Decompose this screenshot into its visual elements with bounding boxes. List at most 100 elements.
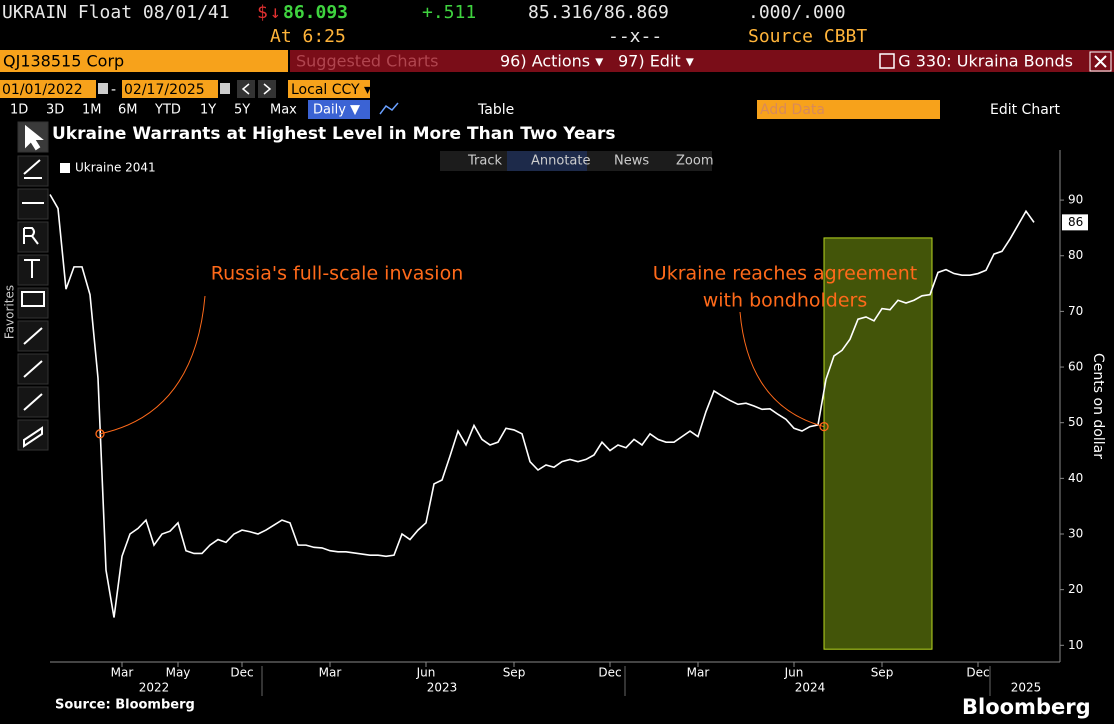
x-tick-label: Dec (230, 666, 253, 680)
last-value-label: 86 (1068, 215, 1083, 229)
annotation-point (95, 429, 105, 439)
tool-icon (23, 327, 43, 345)
tool-icon (23, 227, 39, 245)
chart-tool[interactable]: Zoom (676, 154, 713, 169)
start-date[interactable]: 01/01/2022 (2, 82, 83, 98)
tool-icon (23, 159, 42, 179)
y-tick-label: 70 (1068, 304, 1083, 318)
add-data[interactable]: Add Data (760, 102, 825, 118)
ticker[interactable]: QJ138515 Corp (3, 52, 124, 71)
tool-icon (24, 259, 40, 278)
arrows (241, 83, 272, 95)
period-button[interactable]: YTD (154, 103, 181, 118)
y-tick-label: 50 (1068, 415, 1083, 429)
function-name: G 330: Ukraina Bonds (898, 52, 1073, 71)
currency-box[interactable] (288, 80, 370, 98)
currency-select[interactable]: Local CCY ▾ (291, 82, 371, 98)
calendar-icon[interactable] (220, 83, 230, 94)
end-date-box[interactable] (122, 80, 218, 98)
security: UKRAIN Float 08/01/41 (2, 2, 230, 23)
close-button[interactable] (1089, 51, 1112, 72)
chart-tool[interactable]: News (614, 154, 649, 169)
annotation-connector (739, 311, 825, 428)
end-date[interactable]: 02/17/2025 (124, 82, 205, 98)
tool-icon (23, 360, 43, 378)
legend-swatch (60, 163, 70, 173)
x-tick-label: Mar (687, 666, 710, 680)
annotate-active (507, 151, 587, 171)
last-value-box (1062, 214, 1088, 231)
frequency-box[interactable] (308, 100, 370, 119)
period-button[interactable]: Max (270, 103, 297, 118)
annotation-text: Russia's full-scale invasion (211, 263, 463, 285)
time: At 6:25 (270, 26, 346, 47)
tool-icon (23, 426, 43, 448)
annotation-connector (99, 295, 206, 435)
next-button[interactable] (258, 80, 276, 98)
y-axis-label: Cents on dollar (1090, 353, 1106, 459)
x-tick-label: Jun (416, 666, 436, 680)
x-tick-label: May (166, 666, 191, 680)
annotation-text: with bondholders (703, 290, 868, 312)
frequency[interactable]: Daily ▼ (313, 103, 360, 118)
annotation-text: Ukraine reaches agreement (653, 263, 917, 285)
currency: $ (257, 2, 268, 23)
y-tick-label: 10 (1068, 638, 1083, 652)
period-button[interactable]: 3D (46, 103, 64, 118)
yield: .000/.000 (748, 2, 846, 23)
x-tick-label: Dec (966, 666, 989, 680)
calendar-icon[interactable] (98, 83, 108, 94)
x-tick-label: Dec (598, 666, 621, 680)
period-button[interactable]: 1D (10, 103, 28, 118)
ticker-box[interactable] (0, 50, 288, 72)
spread: --x-- (608, 26, 662, 47)
chart-tool[interactable]: Track (467, 154, 502, 169)
close-icon (1094, 55, 1107, 68)
year-label: 2024 (795, 681, 826, 695)
date-separator: - (111, 82, 116, 98)
period-button[interactable]: 1M (82, 103, 102, 118)
x-tick-label: Jun (784, 666, 804, 680)
table-button[interactable]: Table (477, 102, 514, 118)
y-tick-label: 80 (1068, 248, 1083, 262)
direction: ↓ (270, 2, 281, 23)
edit-menu[interactable]: 97) Edit ▾ (618, 52, 694, 71)
y-tick-label: 20 (1068, 582, 1083, 596)
prev-button[interactable] (237, 80, 255, 98)
period-button[interactable]: 6M (118, 103, 138, 118)
tool-icon (23, 393, 43, 411)
actions-menu[interactable]: 96) Actions ▾ (500, 52, 603, 71)
start-date-box[interactable] (0, 80, 96, 98)
chart-title: Ukraine Warrants at Highest Level in Mor… (52, 124, 615, 144)
edit-chart[interactable]: Edit Chart (990, 102, 1061, 118)
series-line (49, 194, 1035, 618)
line-icon[interactable] (379, 102, 399, 115)
add-data-box[interactable] (757, 100, 940, 119)
legend-label: Ukraine 2041 (75, 161, 156, 175)
chart-tool[interactable]: Annotate (531, 154, 590, 169)
change: +.511 (422, 2, 476, 23)
period-button[interactable]: 5Y (234, 103, 250, 118)
source: Source CBBT (748, 26, 867, 47)
favorites[interactable]: Favorites (3, 285, 17, 339)
y-tick-label: 90 (1068, 193, 1083, 207)
year-label: 2025 (1011, 681, 1042, 695)
bid-ask: 85.316/86.869 (528, 2, 669, 23)
suggested-charts[interactable]: Suggested Charts (296, 52, 438, 71)
y-tick-label: 40 (1068, 471, 1083, 485)
brand: Bloomberg (962, 695, 1091, 719)
annotation-point (819, 421, 829, 432)
tool-button[interactable] (17, 155, 49, 187)
x-tick-label: Mar (111, 666, 134, 680)
command-bar (290, 50, 1114, 72)
x-tick-label: Mar (319, 666, 342, 680)
year-label: 2023 (427, 681, 458, 695)
period-button[interactable]: 1Y (200, 103, 216, 118)
x-tick-label: Sep (503, 666, 526, 680)
tool-icon (21, 291, 45, 307)
popout-icon[interactable] (879, 53, 895, 69)
year-label: 2022 (139, 681, 170, 695)
price: 86.093 (283, 2, 348, 23)
y-tick-label: 30 (1068, 527, 1083, 541)
